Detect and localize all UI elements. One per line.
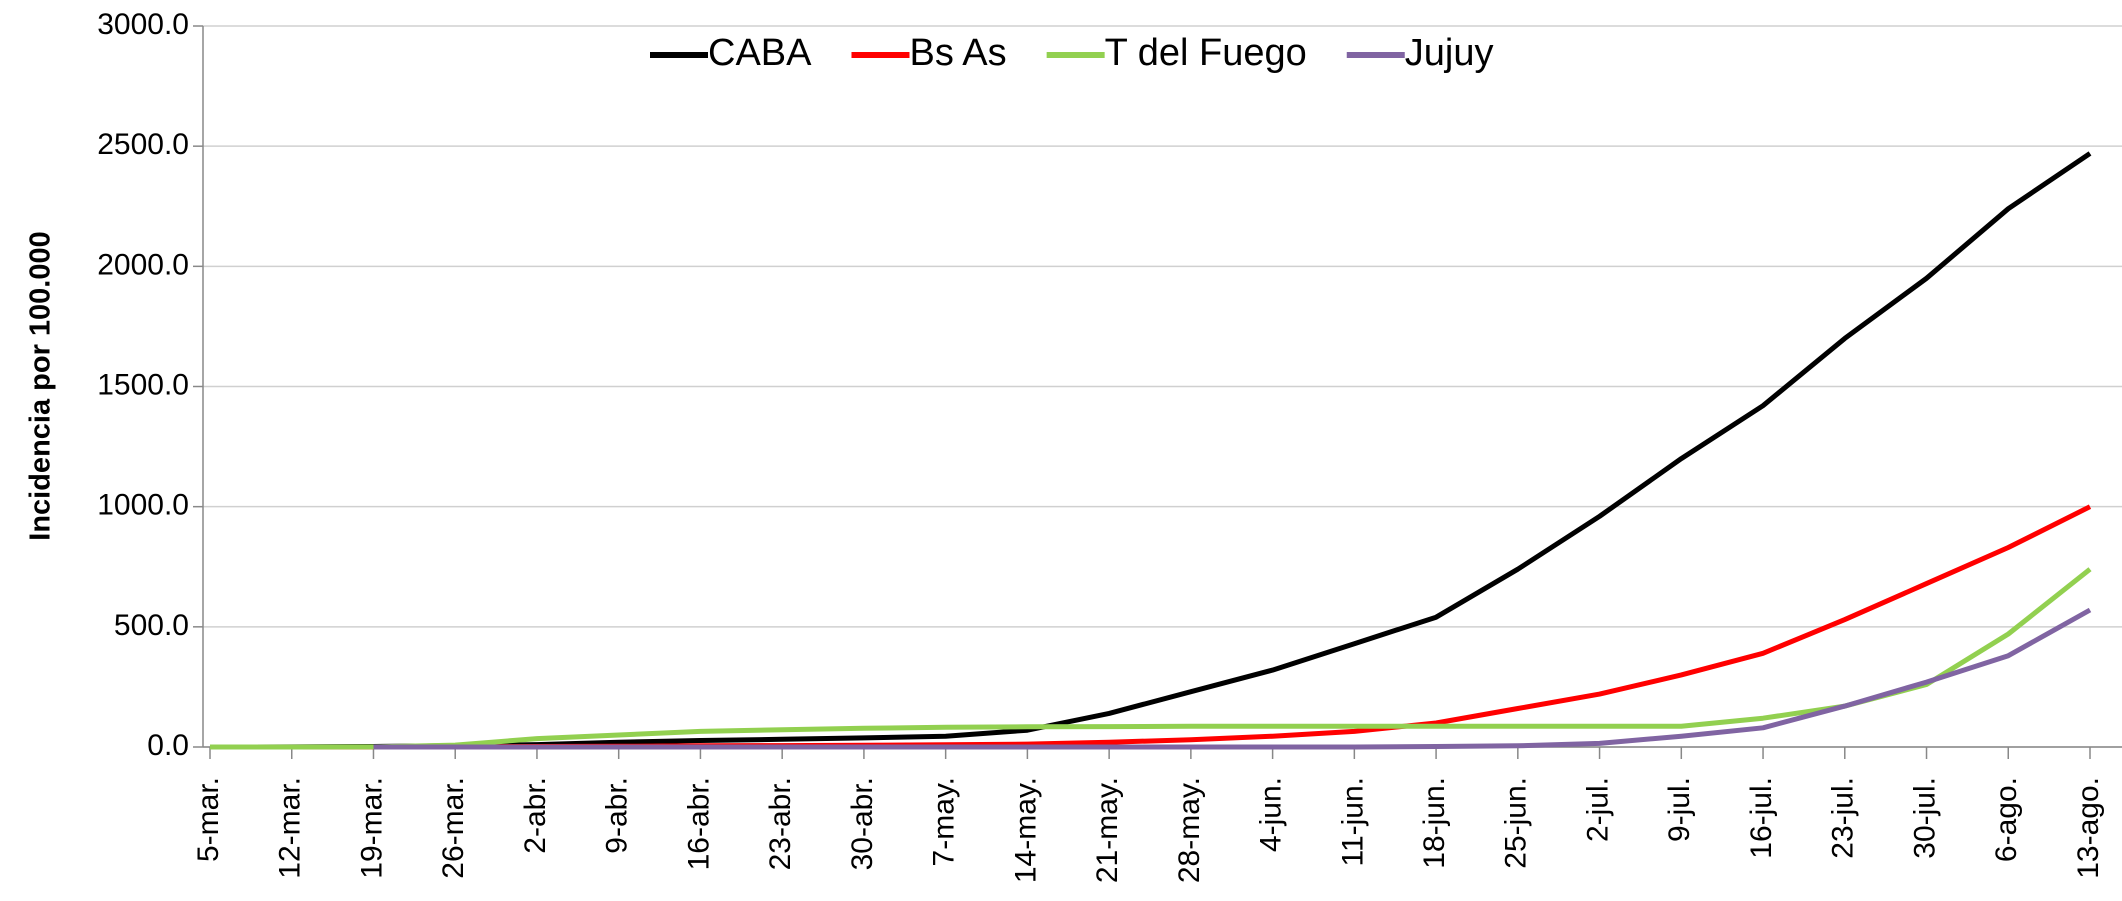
x-tick-label: 23-jul. bbox=[1827, 777, 1860, 859]
x-tick-label: 30-jul. bbox=[1908, 777, 1941, 859]
x-tick-label: 5-mar. bbox=[192, 777, 225, 862]
y-tick-label: 3000.0 bbox=[97, 8, 189, 41]
x-tick-label: 13-ago. bbox=[2072, 777, 2105, 879]
x-tick-label: 9-jul. bbox=[1663, 777, 1696, 842]
x-tick-label: 6-ago. bbox=[1990, 777, 2023, 862]
x-tick-label: 14-may. bbox=[1009, 777, 1042, 883]
x-tick-label: 19-mar. bbox=[355, 777, 388, 879]
y-tick-label: 2500.0 bbox=[97, 128, 189, 161]
x-tick-label: 16-abr. bbox=[682, 777, 715, 870]
series-line bbox=[209, 151, 2092, 750]
x-tick-label: 11-jun. bbox=[1336, 777, 1369, 867]
x-tick-label: 23-abr. bbox=[764, 777, 797, 870]
x-tick-label: 21-may. bbox=[1091, 777, 1124, 883]
x-tick-label: 25-jun. bbox=[1500, 777, 1533, 869]
y-tick-label: 2000.0 bbox=[97, 248, 189, 281]
y-tick-label: 1000.0 bbox=[97, 489, 189, 522]
x-tick-label: 2-jul. bbox=[1581, 777, 1614, 842]
x-tick-label: 16-jul. bbox=[1745, 777, 1778, 859]
y-tick-label: 0.0 bbox=[147, 729, 189, 762]
x-tick-label: 26-mar. bbox=[437, 777, 470, 879]
y-axis-label: Incidencia por 100.000 bbox=[25, 231, 57, 540]
series-line bbox=[210, 567, 2092, 750]
y-tick-label: 1500.0 bbox=[97, 368, 189, 401]
legend-label: T del Fuego bbox=[1105, 32, 1307, 74]
x-tick-label: 7-may. bbox=[928, 777, 961, 866]
x-tick-label: 9-abr. bbox=[601, 777, 634, 854]
series-line bbox=[373, 607, 2092, 750]
x-tick-label: 4-jun. bbox=[1255, 777, 1288, 852]
x-tick-label: 12-mar. bbox=[274, 777, 307, 879]
legend-label: Jujuy bbox=[1405, 32, 1494, 74]
y-tick-label: 500.0 bbox=[114, 609, 189, 642]
x-tick-label: 18-jun. bbox=[1418, 777, 1451, 869]
legend-label: Bs As bbox=[909, 32, 1006, 74]
x-tick-label: 2-abr. bbox=[519, 777, 552, 854]
x-tick-label: 30-abr. bbox=[846, 777, 879, 870]
legend-label: CABA bbox=[708, 32, 812, 74]
x-tick-label: 28-may. bbox=[1173, 777, 1206, 883]
